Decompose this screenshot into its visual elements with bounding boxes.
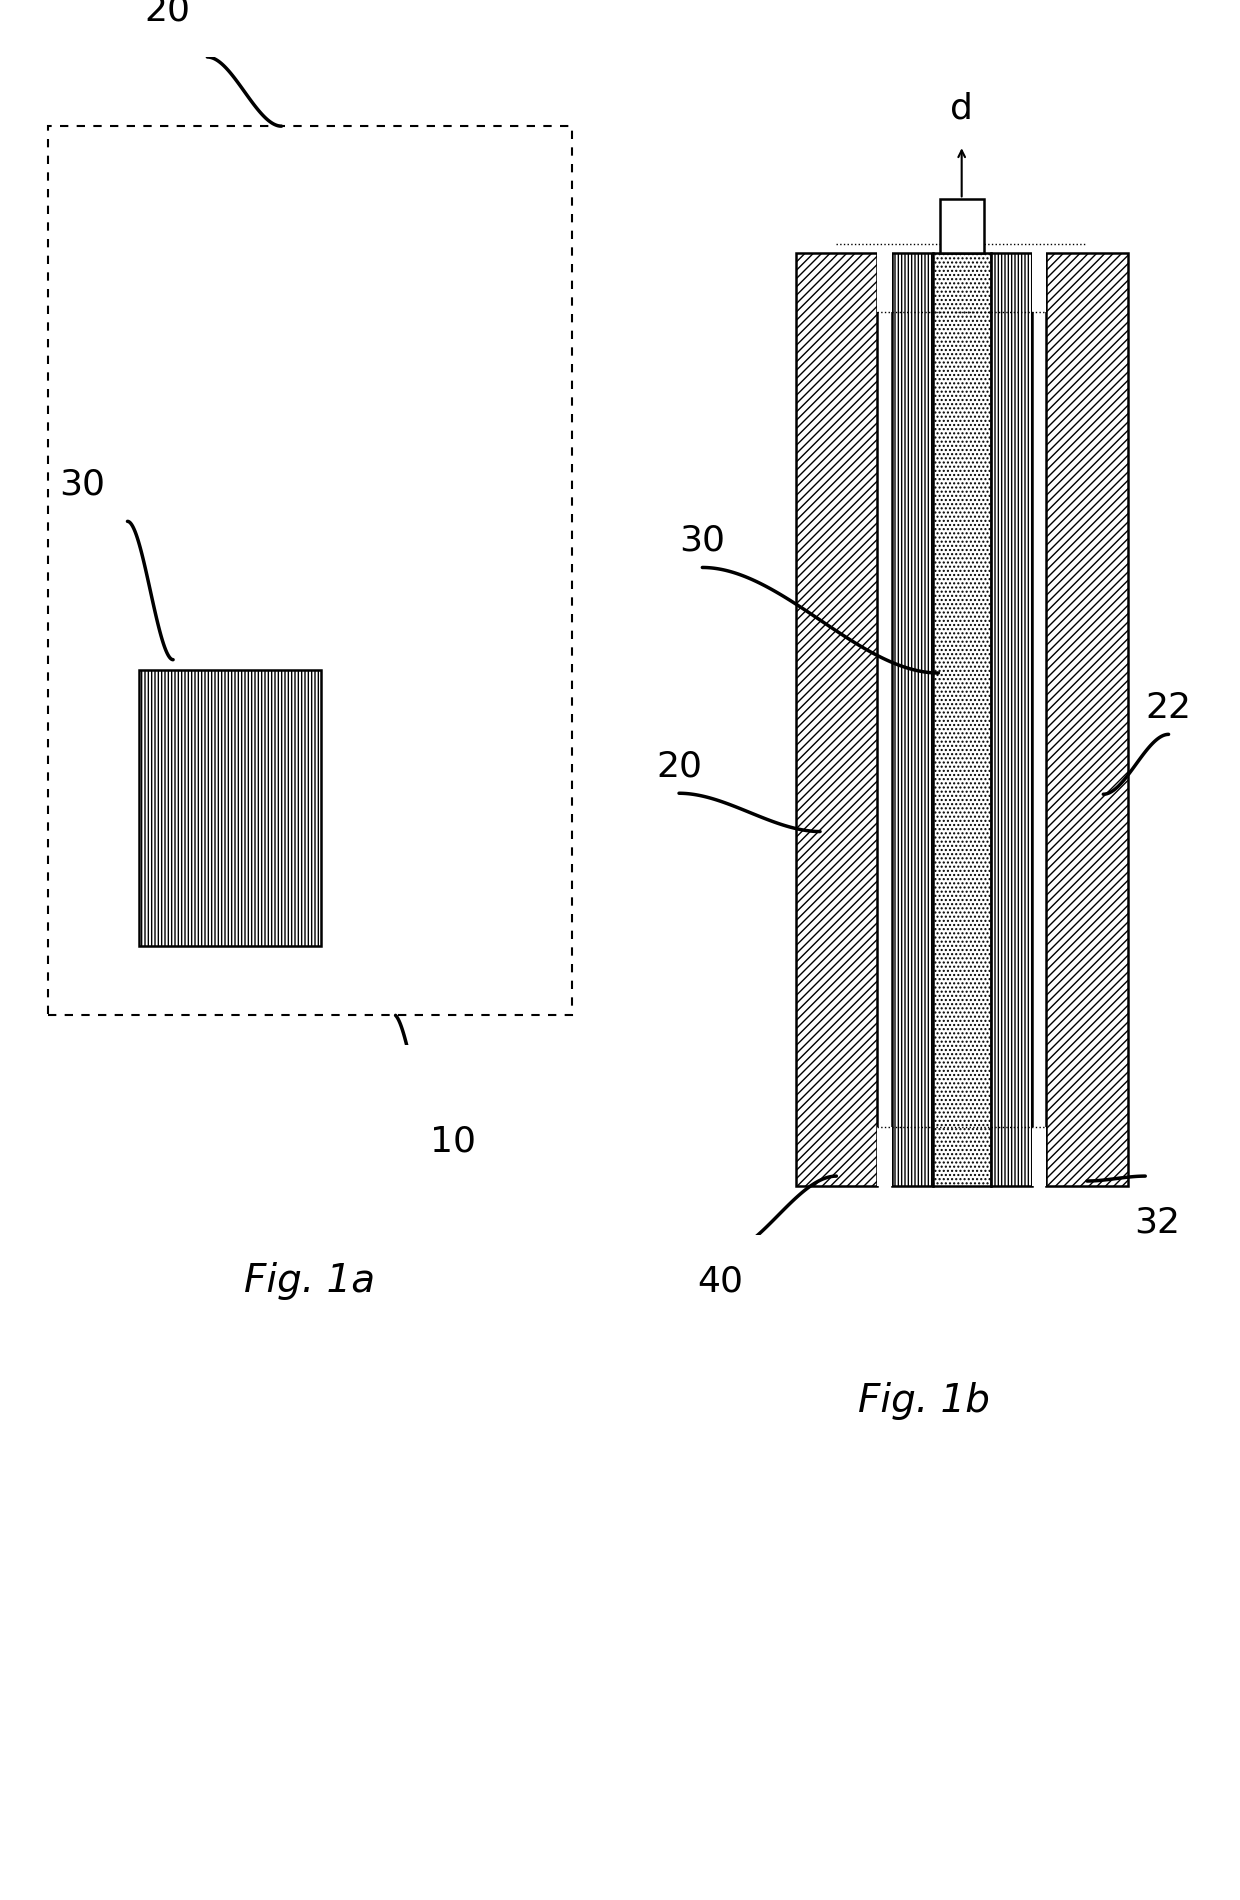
Bar [940,200,983,253]
Bar [1032,1127,1047,1186]
Text: d: d [950,91,973,125]
Text: 20: 20 [144,0,191,27]
Text: 22: 22 [1146,690,1192,724]
Text: 20: 20 [656,749,702,783]
Text: 30: 30 [680,524,725,559]
Bar [932,253,991,1186]
Text: 32: 32 [1133,1206,1180,1239]
Bar [1032,243,1047,312]
Bar [991,253,1032,1186]
Bar [796,253,877,1186]
Bar [892,253,932,1186]
Text: Fig. 1a: Fig. 1a [244,1262,376,1300]
Bar [877,243,892,312]
Text: Fig. 1b: Fig. 1b [858,1383,990,1421]
Text: 40: 40 [697,1265,743,1298]
Bar [1047,253,1128,1186]
Bar [877,1127,892,1186]
Bar [139,669,321,946]
Text: 30: 30 [58,467,105,502]
Text: 10: 10 [429,1125,476,1157]
